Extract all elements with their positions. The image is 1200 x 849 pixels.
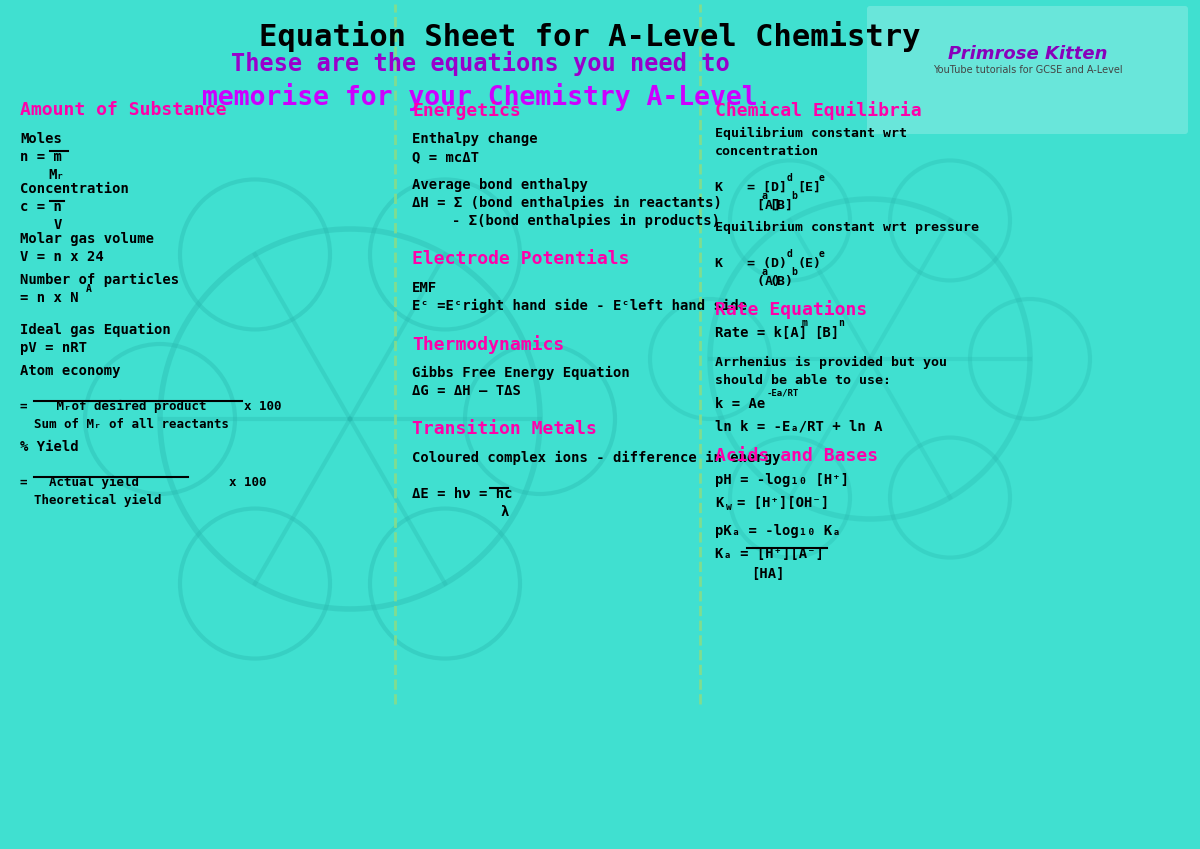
Text: = [H⁺][OH⁻]: = [H⁺][OH⁻] [737, 496, 829, 510]
Text: concentration: concentration [715, 145, 818, 158]
Text: a: a [761, 191, 767, 201]
Text: % Yield: % Yield [20, 440, 79, 454]
Text: Acids and Bases: Acids and Bases [715, 447, 878, 465]
Text: Equation Sheet for A-Level Chemistry: Equation Sheet for A-Level Chemistry [259, 21, 920, 52]
Text: Mᵣof desired product     x 100: Mᵣof desired product x 100 [34, 400, 282, 413]
Text: pV = nRT: pV = nRT [20, 341, 88, 355]
Text: Gibbs Free Energy Equation: Gibbs Free Energy Equation [412, 366, 630, 380]
Text: b: b [791, 267, 797, 277]
Text: pKₐ = -log₁₀ Kₐ: pKₐ = -log₁₀ Kₐ [715, 524, 841, 538]
Text: Arrhenius is provided but you: Arrhenius is provided but you [715, 356, 947, 369]
Text: Rate Equations: Rate Equations [715, 300, 868, 319]
Text: Chemical Equilibria: Chemical Equilibria [715, 101, 922, 120]
Text: Actual yield            x 100: Actual yield x 100 [34, 476, 266, 489]
Text: d: d [787, 173, 793, 183]
Text: b: b [791, 191, 797, 201]
Text: [E]: [E] [797, 181, 821, 194]
Text: EMF: EMF [412, 281, 437, 295]
Text: K   = [D]: K = [D] [715, 181, 787, 194]
Text: e: e [818, 249, 824, 259]
Text: Number of particles: Number of particles [20, 273, 179, 287]
Text: ΔE = hν = hc: ΔE = hν = hc [412, 487, 512, 501]
Text: -Ea/RT: -Ea/RT [767, 388, 799, 397]
Text: Q = mcΔT: Q = mcΔT [412, 150, 479, 164]
Text: c = n: c = n [20, 200, 62, 214]
Text: Primrose Kitten: Primrose Kitten [948, 45, 1108, 63]
Text: ln k = -Eₐ/RT + ln A: ln k = -Eₐ/RT + ln A [715, 419, 882, 433]
Text: Amount of Substance: Amount of Substance [20, 101, 227, 119]
Text: [B]: [B] [769, 199, 793, 212]
Text: =: = [20, 476, 28, 489]
Text: Equilibrium constant wrt pressure: Equilibrium constant wrt pressure [715, 221, 979, 234]
Text: These are the equations you need to: These are the equations you need to [230, 51, 730, 76]
Text: [A]: [A] [733, 199, 781, 212]
Text: n: n [838, 318, 844, 328]
Text: [HA]: [HA] [751, 567, 785, 581]
Text: K   = (D): K = (D) [715, 257, 787, 270]
Text: a: a [761, 267, 767, 277]
FancyBboxPatch shape [866, 6, 1188, 134]
Text: ΔG = ΔH – TΔS: ΔG = ΔH – TΔS [412, 384, 521, 398]
Text: (E): (E) [797, 257, 821, 270]
Text: (B): (B) [769, 275, 793, 288]
Text: A: A [86, 284, 92, 294]
Text: V = n x 24: V = n x 24 [20, 250, 103, 264]
Text: Moles: Moles [20, 132, 62, 146]
Text: Theoretical yield: Theoretical yield [34, 494, 162, 507]
Text: d: d [787, 249, 793, 259]
Text: Mᵣ: Mᵣ [48, 168, 65, 182]
Text: k = Ae: k = Ae [715, 397, 766, 411]
Text: Ideal gas Equation: Ideal gas Equation [20, 323, 170, 337]
Text: Rate = k[A]: Rate = k[A] [715, 326, 808, 340]
Text: Eᶜ =Eᶜright hand side - Eᶜleft hand side: Eᶜ =Eᶜright hand side - Eᶜleft hand side [412, 299, 746, 313]
Text: Coloured complex ions - difference in energy: Coloured complex ions - difference in en… [412, 451, 780, 465]
Text: Sum of Mᵣ of all reactants: Sum of Mᵣ of all reactants [34, 418, 229, 431]
Text: Electrode Potentials: Electrode Potentials [412, 250, 630, 268]
Text: should be able to use:: should be able to use: [715, 374, 890, 387]
Text: Kₐ = [H⁺][A⁻]: Kₐ = [H⁺][A⁻] [715, 547, 824, 561]
Text: - Σ(bond enthalpies in products): - Σ(bond enthalpies in products) [452, 214, 720, 228]
Text: m: m [802, 318, 808, 328]
Text: ΔH = Σ (bond enthalpies in reactants): ΔH = Σ (bond enthalpies in reactants) [412, 196, 722, 211]
Text: =: = [20, 400, 28, 413]
Text: YouTube tutorials for GCSE and A-Level: YouTube tutorials for GCSE and A-Level [934, 65, 1123, 75]
Text: Concentration: Concentration [20, 182, 128, 196]
Text: Transition Metals: Transition Metals [412, 420, 596, 438]
Text: w: w [726, 502, 732, 512]
Text: Atom economy: Atom economy [20, 364, 120, 378]
Text: Energetics: Energetics [412, 101, 521, 120]
Text: pH = -log₁₀ [H⁺]: pH = -log₁₀ [H⁺] [715, 473, 850, 487]
Text: V: V [54, 218, 62, 232]
Text: K: K [715, 496, 724, 510]
Text: Equilibrium constant wrt: Equilibrium constant wrt [715, 127, 907, 140]
Text: Average bond enthalpy: Average bond enthalpy [412, 178, 588, 192]
Text: e: e [818, 173, 824, 183]
Text: [B]: [B] [814, 326, 839, 340]
Text: Enthalpy change: Enthalpy change [412, 132, 538, 146]
Text: Molar gas volume: Molar gas volume [20, 232, 154, 246]
Text: λ: λ [500, 505, 509, 519]
Text: Thermodynamics: Thermodynamics [412, 335, 564, 354]
Text: (A): (A) [733, 275, 781, 288]
Text: = n x N: = n x N [20, 291, 79, 305]
Text: n = m: n = m [20, 150, 62, 164]
Text: memorise for your Chemistry A-Level: memorise for your Chemistry A-Level [202, 83, 758, 111]
